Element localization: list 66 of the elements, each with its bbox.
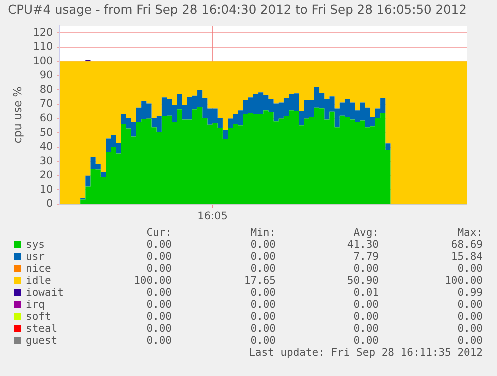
chart-title: CPU#4 usage - from Fri Sep 28 16:04:30 2012 to Fri Sep 28 16:05:50 2012 xyxy=(8,2,467,17)
text: 68.69 xyxy=(451,239,483,251)
legend-label: irq xyxy=(26,299,45,311)
text: Avg: xyxy=(354,227,379,239)
text: Max: xyxy=(458,227,483,239)
y-tick-label: 0 xyxy=(46,198,54,210)
legend-label: steal xyxy=(26,323,58,335)
legend-label: guest xyxy=(26,335,58,347)
y-tick-label: 60 xyxy=(40,112,54,124)
text: 0.00 xyxy=(146,311,172,323)
text: 0.00 xyxy=(458,335,483,347)
text: 0.00 xyxy=(458,311,483,323)
x-tick-label: 16:05 xyxy=(198,210,228,222)
text: 0.00 xyxy=(146,323,172,335)
y-tick-label: 50 xyxy=(40,126,54,139)
y-tick-label: 100 xyxy=(33,55,54,68)
y-tick-label: 10 xyxy=(40,184,54,196)
text: 50.90 xyxy=(347,275,379,287)
y-tick-label: 110 xyxy=(33,41,54,54)
y-tick-label: 20 xyxy=(40,170,54,182)
text: 0.00 xyxy=(250,311,276,323)
legend-label: idle xyxy=(26,275,52,287)
text: 15.84 xyxy=(451,251,483,263)
legend-label: nice xyxy=(26,263,52,275)
text: 0.00 xyxy=(146,287,172,299)
text: 0.99 xyxy=(458,287,483,299)
y-tick-label: 30 xyxy=(40,155,54,168)
y-axis-title: cpu use % xyxy=(11,86,24,144)
text: 0.00 xyxy=(250,239,276,251)
text: 17.65 xyxy=(244,275,276,287)
text: 0.00 xyxy=(250,299,276,311)
text: Min: xyxy=(250,227,276,239)
text: Cur: xyxy=(146,227,172,239)
text: 0.00 xyxy=(354,311,379,323)
text: 0.00 xyxy=(250,287,276,299)
y-tick-label: 80 xyxy=(40,84,54,96)
text: 100.00 xyxy=(445,275,483,287)
text: 7.79 xyxy=(354,251,379,263)
text: 0.00 xyxy=(146,251,172,263)
y-tick-label: 70 xyxy=(40,98,54,110)
legend-label: iowait xyxy=(26,287,64,299)
text: 0.00 xyxy=(146,335,172,347)
text: 0.00 xyxy=(146,263,172,275)
text: 100.00 xyxy=(134,275,172,287)
text: 0.00 xyxy=(354,335,379,347)
text: 0.00 xyxy=(250,335,276,347)
y-tick-label: 40 xyxy=(40,141,54,154)
text: 0.00 xyxy=(354,299,379,311)
text: 0.00 xyxy=(250,323,276,335)
text: 0.01 xyxy=(354,287,379,299)
text: 0.00 xyxy=(146,299,172,311)
text: 0.00 xyxy=(354,323,379,335)
legend-label: usr xyxy=(26,251,45,263)
legend-label: soft xyxy=(26,311,52,323)
text: 0.00 xyxy=(354,263,379,275)
text: 0.00 xyxy=(250,251,276,263)
y-tick-label: 120 xyxy=(33,26,54,39)
legend-label: sys xyxy=(26,239,45,251)
text: 0.00 xyxy=(458,323,483,335)
text: 0.00 xyxy=(458,299,483,311)
text: 41.30 xyxy=(347,239,379,251)
y-tick-label: 90 xyxy=(40,70,54,82)
text: Last update: Fri Sep 28 16:11:35 2012 xyxy=(249,347,483,359)
text: 0.00 xyxy=(250,263,276,275)
text: 0.00 xyxy=(458,263,483,275)
text: 0.00 xyxy=(146,239,172,251)
